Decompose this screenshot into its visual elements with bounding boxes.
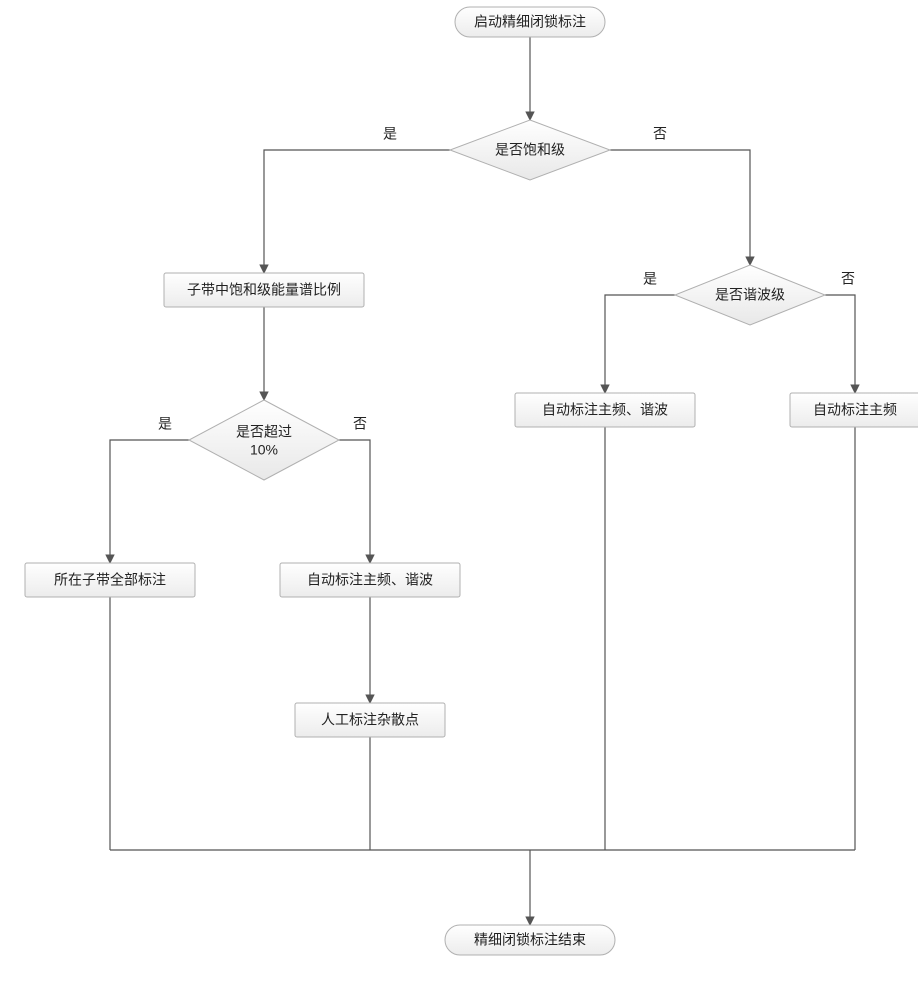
node-label: 是否谐波级 (715, 287, 785, 303)
flow-edge (339, 440, 370, 563)
edge-label: 是 (643, 271, 657, 287)
flow-edge (605, 295, 675, 393)
node-p_manual: 人工标注杂散点 (295, 703, 445, 737)
edge-label: 是 (158, 416, 172, 432)
flow-edge (825, 295, 855, 393)
node-label: 启动精细闭锁标注 (474, 14, 586, 30)
node-label: 人工标注杂散点 (321, 712, 419, 728)
node-d1: 是否饱和级 (450, 120, 610, 180)
decision-shape (189, 400, 339, 480)
node-p_auto3a: 自动标注主频、谐波 (515, 393, 695, 427)
edge-label: 否 (841, 271, 855, 287)
node-d2: 是否超过 10% (189, 400, 339, 480)
node-p_auto2: 自动标注主频、谐波 (280, 563, 460, 597)
flow-edge (110, 440, 189, 563)
node-d3: 是否谐波级 (675, 265, 825, 325)
node-end: 精细闭锁标注结束 (445, 925, 615, 955)
edge-label: 是 (383, 126, 397, 142)
node-label: 是否超过 (236, 424, 292, 440)
node-label: 自动标注主频 (813, 402, 897, 418)
flow-edge (264, 150, 450, 273)
node-label: 自动标注主频、谐波 (542, 402, 668, 418)
node-label-2: 10% (250, 442, 278, 458)
node-label: 自动标注主频、谐波 (307, 572, 433, 588)
edge-label: 否 (653, 126, 667, 142)
node-label: 子带中饱和级能量谱比例 (187, 282, 341, 298)
flowchart-canvas: 是否是否是否 启动精细闭锁标注是否饱和级子带中饱和级能量谱比例是否超过10%所在… (0, 0, 918, 1000)
flow-edge (610, 150, 750, 265)
edge-label: 否 (353, 416, 367, 432)
node-label: 所在子带全部标注 (54, 572, 166, 588)
node-label: 精细闭锁标注结束 (474, 932, 586, 948)
node-p_ratio: 子带中饱和级能量谱比例 (164, 273, 364, 307)
node-start: 启动精细闭锁标注 (455, 7, 605, 37)
node-label: 是否饱和级 (495, 142, 565, 158)
node-p_auto3b: 自动标注主频 (790, 393, 918, 427)
node-p_all: 所在子带全部标注 (25, 563, 195, 597)
